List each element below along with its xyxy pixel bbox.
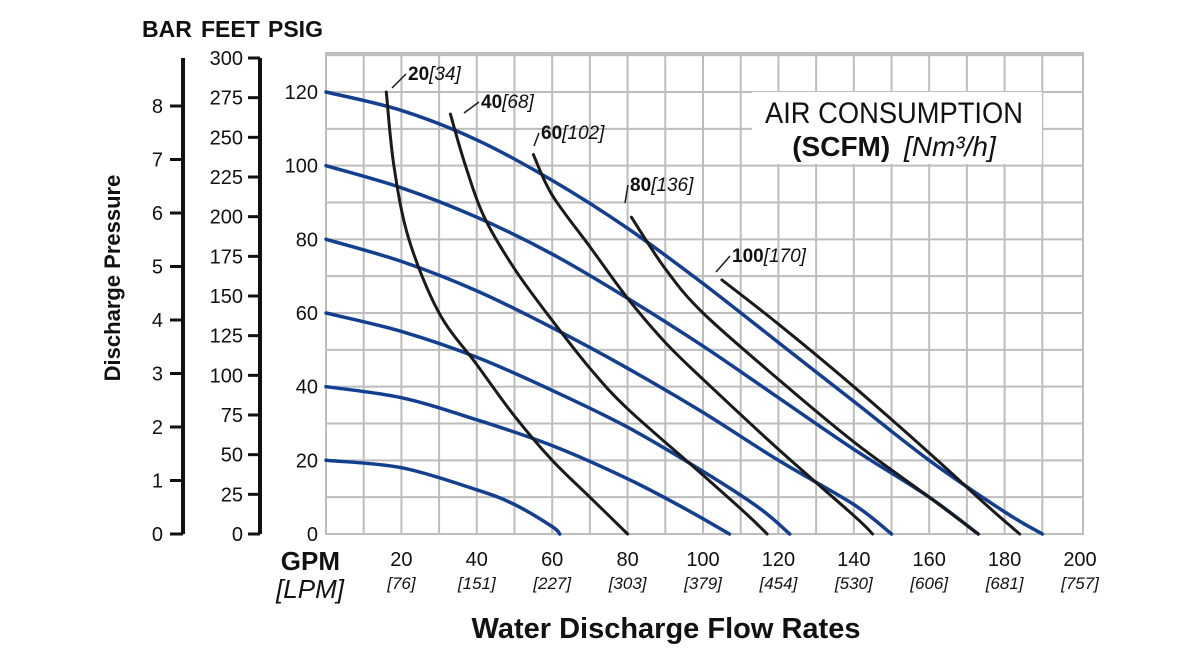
air-curve-label: 20[34] xyxy=(408,64,462,85)
air-curve-scfm: 80 xyxy=(630,175,651,196)
air-curve-nm3h: [170] xyxy=(763,246,807,267)
feet-tick-label: 125 xyxy=(210,326,243,348)
x-tick-alt-label: [379] xyxy=(683,574,723,593)
bar-tick-label: 8 xyxy=(152,96,163,118)
feet-tick-label: 200 xyxy=(210,207,243,229)
feet-tick-label: 25 xyxy=(221,484,243,506)
x-tick-label: 100 xyxy=(686,549,719,571)
x-tick-alt-label: [454] xyxy=(758,574,798,593)
air-curve-scfm: 100 xyxy=(732,246,764,267)
x-unit-label: GPM xyxy=(281,546,340,576)
feet-tick-label: 150 xyxy=(210,286,243,308)
feet-axis-header: FEET xyxy=(201,16,260,42)
x-tick-alt-label: [530] xyxy=(834,574,874,593)
air-consumption-curve xyxy=(629,215,980,536)
x-tick-alt-label: [151] xyxy=(457,574,497,593)
air-curve-scfm: 40 xyxy=(481,92,502,113)
air-curve-label: 60[102] xyxy=(541,123,605,144)
x-tick-label: 20 xyxy=(390,549,412,571)
pressure-curves xyxy=(324,90,1045,536)
feet-tick-label: 75 xyxy=(221,405,243,427)
x-tick-label: 160 xyxy=(913,549,946,571)
feet-tick-label: 225 xyxy=(210,167,243,189)
pressure-curve xyxy=(324,384,732,536)
pressure-curve xyxy=(324,311,792,536)
psig-tick-label: 20 xyxy=(296,450,318,472)
air-curve-label: 80[136] xyxy=(630,175,694,196)
bar-tick-label: 2 xyxy=(152,417,163,439)
air-curve-scfm: 20 xyxy=(408,64,429,85)
x-tick-alt-label: [757] xyxy=(1060,574,1100,593)
x-tick-alt-label: [606] xyxy=(909,574,949,593)
x-tick-label: 180 xyxy=(988,549,1021,571)
feet-tick-label: 250 xyxy=(210,127,243,149)
psig-tick-label: 40 xyxy=(296,377,318,399)
feet-tick-label: 0 xyxy=(232,524,243,546)
air-curve-label: 40[68] xyxy=(481,92,535,113)
air-curve-leader xyxy=(463,101,480,114)
chart-title-line2: (SCFM) [Nm³/h] xyxy=(792,131,997,162)
bar-axis-header: BAR xyxy=(142,16,192,42)
air-consumption-curve xyxy=(448,112,769,536)
labels: 20[34] 40[68] 60[102] 80[136] 100[170] xyxy=(391,64,807,273)
x-tick-alt-label: [303] xyxy=(608,574,648,593)
chart-title-unit: (SCFM) xyxy=(792,131,890,162)
pressure-curve xyxy=(324,237,894,536)
air-curve-label: 100[170] xyxy=(732,246,807,267)
chart-title-line1: AIR CONSUMPTION xyxy=(765,97,1023,130)
x-axis-title: Water Discharge Flow Rates xyxy=(472,613,861,645)
x-tick-label: 120 xyxy=(762,549,795,571)
x-unit-alt-label: [LPM] xyxy=(275,574,345,604)
air-curve-nm3h: [34] xyxy=(428,64,461,85)
psig-tick-label: 60 xyxy=(296,303,318,325)
bar-tick-label: 6 xyxy=(152,203,163,225)
air-curve-leader xyxy=(624,184,629,204)
y-axis-title: Discharge Pressure xyxy=(100,175,125,382)
air-consumption-curve xyxy=(720,278,1022,536)
axes: 0204060801001200255075100125150175200225… xyxy=(152,48,1100,593)
air-consumption-curve xyxy=(531,153,875,536)
pressure-curve xyxy=(324,90,1045,536)
feet-tick-label: 175 xyxy=(210,246,243,268)
x-tick-label: 140 xyxy=(837,549,870,571)
air-curve-leader xyxy=(391,73,407,89)
bar-tick-label: 3 xyxy=(152,364,163,386)
feet-tick-label: 50 xyxy=(221,445,243,467)
pressure-curve xyxy=(324,163,980,536)
bar-tick-label: 0 xyxy=(152,524,163,546)
x-tick-label: 40 xyxy=(466,549,488,571)
feet-tick-label: 275 xyxy=(210,88,243,110)
air-curve-leader xyxy=(533,132,540,147)
x-tick-alt-label: [76] xyxy=(386,574,417,593)
bar-tick-label: 1 xyxy=(152,471,163,493)
psig-tick-label: 100 xyxy=(285,156,318,178)
x-tick-alt-label: [227] xyxy=(532,574,572,593)
air-curve-nm3h: [102] xyxy=(561,123,605,144)
x-tick-label: 80 xyxy=(616,549,638,571)
psig-tick-label: 0 xyxy=(307,524,318,546)
x-tick-label: 200 xyxy=(1063,549,1096,571)
air-curve-nm3h: [136] xyxy=(650,175,694,196)
air-curve-nm3h: [68] xyxy=(501,92,534,113)
chart-title-unit-alt: [Nm³/h] xyxy=(903,131,997,162)
air-curves xyxy=(384,90,1022,536)
x-tick-alt-label: [681] xyxy=(985,574,1025,593)
psig-tick-label: 120 xyxy=(285,82,318,104)
air-curve-leader xyxy=(715,255,731,273)
feet-tick-label: 100 xyxy=(210,365,243,387)
title-box xyxy=(752,92,1042,164)
x-tick-label: 60 xyxy=(541,549,563,571)
bar-tick-label: 4 xyxy=(152,310,163,332)
air-curve-scfm: 60 xyxy=(541,123,562,144)
feet-tick-label: 300 xyxy=(210,48,243,70)
pressure-curve xyxy=(324,458,562,536)
psig-tick-label: 80 xyxy=(296,229,318,251)
bar-tick-label: 5 xyxy=(152,257,163,279)
psig-axis-header: PSIG xyxy=(268,16,323,42)
air-consumption-curve xyxy=(384,90,630,536)
bar-tick-label: 7 xyxy=(152,150,163,172)
